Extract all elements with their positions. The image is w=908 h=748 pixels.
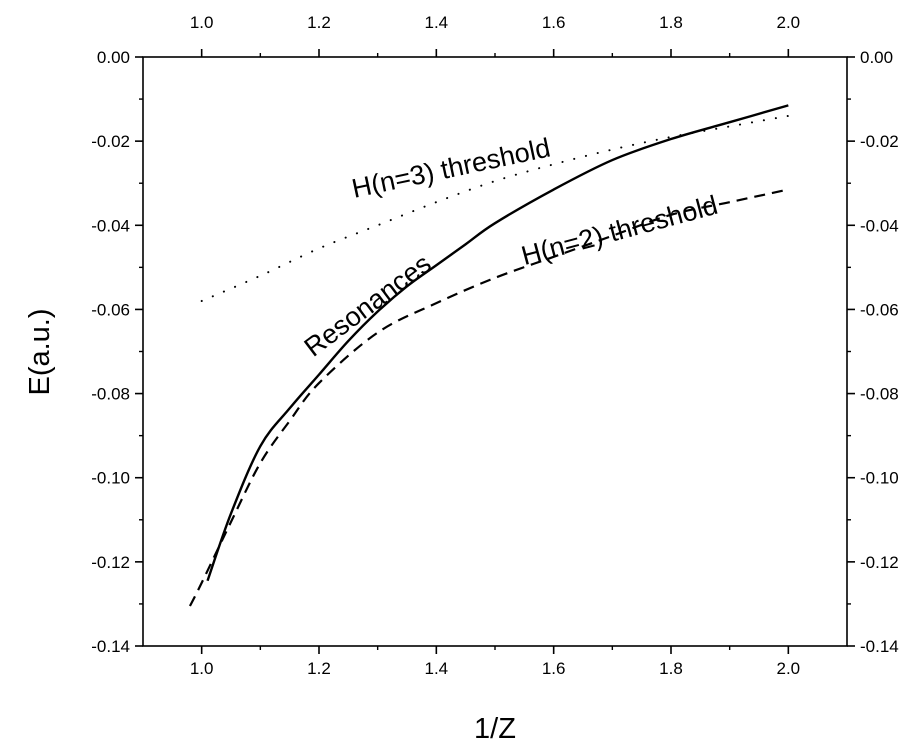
series-line-solid — [206, 104, 789, 582]
y-tick-label-left: -0.06 — [91, 300, 130, 319]
y-tick-label-left: -0.12 — [91, 553, 130, 572]
x-tick-label-bottom: 1.8 — [659, 659, 683, 678]
x-tick-label-bottom: 1.0 — [190, 659, 214, 678]
y-tick-label-left: -0.02 — [91, 132, 130, 151]
y-tick-label-left: -0.14 — [91, 637, 130, 656]
x-tick-label-bottom: 2.0 — [777, 659, 801, 678]
y-axis-title: E(a.u.) — [24, 308, 56, 395]
axis-ticks — [135, 49, 855, 654]
x-axis-title: 1/Z — [474, 713, 516, 745]
x-tick-label-top: 2.0 — [777, 13, 801, 32]
series-line-dashed — [188, 188, 789, 607]
tick-label-layer: 1.0 1.0 1.2 1.2 1.4 1.4 1.6 1.6 1.8 1.8 2.0 2.0 0.00… — [91, 13, 899, 678]
y-tick-label-left: -0.08 — [91, 385, 130, 404]
y-tick-label-right: -0.02 — [860, 132, 899, 151]
y-tick-label-right: -0.10 — [860, 469, 899, 488]
x-tick-label-bottom: 1.4 — [425, 659, 449, 678]
series-layer — [188, 104, 790, 607]
x-tick-label-bottom: 1.2 — [307, 659, 331, 678]
x-tick-label-top: 1.6 — [542, 13, 566, 32]
y-tick-label-left: -0.10 — [91, 469, 130, 488]
y-tick-label-right: -0.12 — [860, 553, 899, 572]
y-tick-label-right: 0.00 — [860, 48, 893, 67]
y-tick-label-left: -0.04 — [91, 216, 130, 235]
plot-frame — [142, 56, 848, 647]
x-tick-label-bottom: 1.6 — [542, 659, 566, 678]
y-tick-label-right: -0.08 — [860, 385, 899, 404]
x-tick-label-top: 1.8 — [659, 13, 683, 32]
x-tick-label-top: 1.0 — [190, 13, 214, 32]
y-tick-label-right: -0.06 — [860, 300, 899, 319]
x-tick-label-top: 1.4 — [425, 13, 449, 32]
y-tick-label-right: -0.14 — [860, 637, 899, 656]
y-tick-label-right: -0.04 — [860, 216, 899, 235]
y-tick-label-left: 0.00 — [97, 48, 130, 67]
x-tick-label-top: 1.2 — [307, 13, 331, 32]
